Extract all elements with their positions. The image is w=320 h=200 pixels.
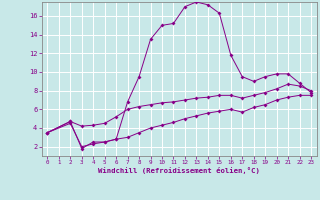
X-axis label: Windchill (Refroidissement éolien,°C): Windchill (Refroidissement éolien,°C) [98,167,260,174]
